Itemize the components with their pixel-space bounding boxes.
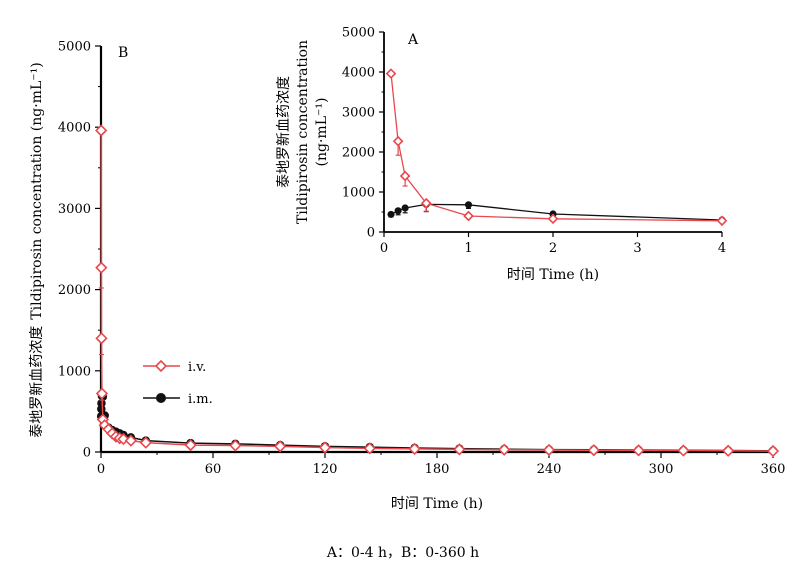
main-x-tick-label: 120: [313, 462, 338, 477]
main-x-tick-label: 0: [97, 462, 105, 477]
inset-im-point: [401, 204, 409, 212]
main-iv-point: [766, 444, 780, 458]
main-iv-point: [587, 444, 600, 457]
inset-iv-point: [392, 135, 404, 147]
main-iv-point: [542, 443, 556, 457]
inset-axes: 0 1000 2000 3000 4000 5000 0 1 2 3 4: [342, 26, 726, 257]
main-iv-point: [453, 443, 466, 456]
inset-x-tick-label: 1: [464, 241, 472, 256]
inset-y-tick-label: 4000: [342, 66, 375, 81]
inset-iv-point: [420, 197, 432, 209]
inset-y-tick-label: 1000: [342, 186, 375, 201]
legend-iv-marker: [154, 359, 168, 373]
main-series-iv: [95, 124, 780, 458]
inset-x-axis-title: 时间 Time (h): [507, 267, 599, 283]
legend-im-marker: [156, 393, 166, 403]
inset-iv-point: [716, 215, 728, 227]
inset-y-axis-title-cn: 泰地罗新血药浓度: [276, 76, 292, 188]
main-y-tick-label: 2000: [58, 283, 91, 298]
inset-y-tick-label: 0: [367, 226, 375, 241]
main-iv-point: [498, 443, 511, 456]
main-iv-point: [124, 434, 137, 447]
panel-label-b: B: [118, 45, 128, 61]
inset-im-point: [394, 207, 402, 215]
main-iv-point: [677, 444, 690, 457]
inset-iv-point: [547, 213, 559, 225]
main-iv-point: [139, 436, 152, 449]
main-iv-point: [722, 444, 735, 457]
main-iv-point: [184, 438, 197, 452]
inset-x-tick-label: 3: [633, 241, 641, 256]
main-y-tick-label: 1000: [58, 364, 91, 379]
main-iv-point: [274, 440, 287, 453]
main-y-tick-label: 3000: [58, 202, 91, 217]
main-iv-point: [117, 432, 130, 446]
inset-x-tick-label: 4: [718, 241, 726, 256]
main-y-tick-label: 0: [83, 446, 91, 461]
main-iv-point: [632, 444, 645, 457]
main-y-axis-title-en: Tildipirosin concentration (ng·mL⁻¹): [29, 62, 45, 319]
main-iv-point: [408, 442, 421, 456]
inset-chart-0-4h: 0 1000 2000 3000 4000 5000 0 1 2 3 4 A 时间 Time (h)…: [276, 26, 728, 283]
inset-iv-line: [390, 73, 723, 222]
inset-y-tick-label: 2000: [342, 146, 375, 161]
main-y-axis-title: 泰地罗新血药浓度 Tildipirosin concentration (ng·m…: [29, 62, 45, 437]
main-iv-point: [95, 332, 108, 345]
inset-y-axis-title-unit: (ng·mL⁻¹): [314, 98, 330, 167]
inset-y-tick-label: 3000: [342, 106, 375, 121]
main-x-tick-label: 300: [649, 462, 674, 477]
main-iv-point: [229, 439, 242, 452]
inset-iv-point: [399, 170, 411, 182]
main-iv-point: [95, 124, 108, 137]
main-x-axis-title: 时间 Time (h): [391, 496, 483, 512]
main-iv-point: [363, 442, 376, 455]
inset-series: [385, 68, 728, 227]
inset-y-axis-title-en: Tildipirosin concentration: [295, 40, 311, 224]
inset-iv-point: [463, 210, 474, 222]
main-y-tick-label: 4000: [58, 121, 91, 136]
inset-series-iv: [385, 68, 728, 227]
main-x-tick-label: 60: [205, 462, 222, 477]
inset-iv-point: [385, 68, 397, 79]
main-x-tick-label: 180: [425, 462, 450, 477]
main-x-tick-label: 360: [761, 462, 786, 477]
main-iv-point: [318, 441, 332, 454]
main-iv-point: [95, 261, 108, 274]
legend-iv-label: i.v.: [188, 360, 206, 375]
main-y-tick-label: 5000: [58, 40, 91, 55]
figure-caption: A：0-4 h，B：0-360 h: [326, 545, 480, 561]
main-iv-point: [95, 387, 109, 400]
main-series: [95, 124, 780, 458]
inset-im-point: [464, 201, 473, 209]
legend: i.v. i.m.: [143, 359, 213, 407]
panel-label-a: A: [407, 32, 419, 48]
inset-x-tick-label: 0: [380, 241, 388, 256]
inset-y-tick-label: 5000: [342, 26, 375, 41]
main-y-axis-title-cn: 泰地罗新血药浓度: [29, 326, 45, 438]
inset-im-point: [387, 210, 395, 218]
legend-im-label: i.m.: [188, 392, 213, 407]
main-x-tick-label: 240: [537, 462, 562, 477]
inset-x-tick-label: 2: [549, 241, 557, 256]
